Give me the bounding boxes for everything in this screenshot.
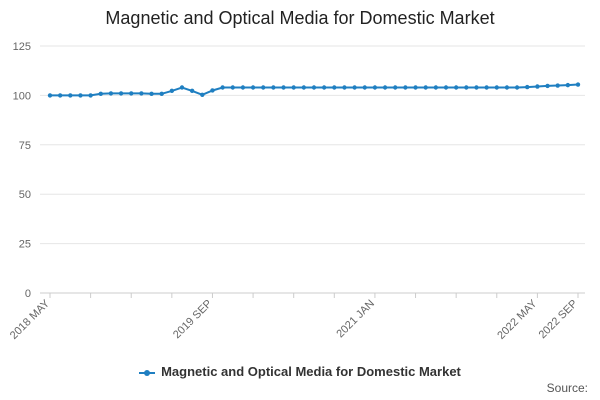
data-point[interactable] [362,85,367,90]
data-point[interactable] [484,85,489,90]
data-point[interactable] [189,88,195,94]
data-point[interactable] [403,85,408,90]
data-point[interactable] [382,85,388,90]
data-point[interactable] [535,84,540,89]
data-point[interactable] [129,91,134,96]
data-point[interactable] [169,88,175,94]
data-point[interactable] [565,82,571,88]
data-point[interactable] [230,85,235,90]
data-point[interactable] [159,91,164,97]
data-point[interactable] [98,91,103,97]
data-point[interactable] [220,85,225,90]
data-point[interactable] [210,88,215,93]
legend[interactable]: Magnetic and Optical Media for Domestic … [0,364,600,379]
data-point[interactable] [271,85,276,90]
x-tick-label: 2018 MAY [8,297,53,342]
grid-lines [40,45,585,294]
x-tick-label: 2021 JAN [334,298,377,341]
data-point[interactable] [423,85,428,90]
data-point[interactable] [118,91,124,96]
data-point[interactable] [525,84,530,90]
data-point[interactable] [332,85,337,90]
data-point[interactable] [78,93,83,98]
data-point[interactable] [464,85,469,90]
data-point[interactable] [68,93,73,98]
data-point[interactable] [443,85,449,90]
x-tick-label: 2019 SEP [171,298,215,342]
data-point[interactable] [453,85,459,90]
data-point[interactable] [555,83,560,88]
data-point[interactable] [240,85,246,90]
data-point[interactable] [413,85,418,90]
data-point[interactable] [372,85,378,90]
legend-swatch-icon [139,368,156,378]
data-point[interactable] [311,85,317,90]
x-tick-label: 2022 SEP [537,298,581,342]
data-point[interactable] [494,85,499,90]
data-point[interactable] [108,91,114,96]
y-tick-label: 50 [19,189,31,201]
data-point[interactable] [474,85,479,90]
data-point[interactable] [342,85,347,90]
data-point[interactable] [47,93,53,98]
data-point[interactable] [504,85,510,90]
data-point[interactable] [57,93,63,98]
data-point[interactable] [393,85,398,90]
y-tick-label: 25 [19,239,31,251]
data-point[interactable] [545,83,550,89]
data-point[interactable] [291,85,296,90]
data-point[interactable] [514,85,520,90]
series-layer [47,82,581,98]
data-point[interactable] [575,82,581,87]
data-point[interactable] [321,85,327,90]
x-tick-label: 2022 MAY [495,297,540,342]
data-point[interactable] [139,91,144,96]
y-tick-label: 0 [25,288,31,300]
data-point[interactable] [261,85,266,90]
source-label: Source: [546,381,588,395]
data-point[interactable] [88,93,93,98]
data-point[interactable] [352,85,357,90]
y-axis: 0 25 50 75 100 125 [13,41,31,300]
y-tick-label: 125 [13,41,31,53]
y-tick-label: 75 [19,140,31,152]
data-point[interactable] [149,91,154,97]
data-point[interactable] [250,85,256,90]
chart-title: Magnetic and Optical Media for Domestic … [105,8,495,28]
data-point[interactable] [200,92,205,98]
legend-label: Magnetic and Optical Media for Domestic … [161,364,461,379]
data-point[interactable] [179,85,185,90]
data-point[interactable] [433,85,439,90]
data-point[interactable] [301,85,307,90]
y-tick-label: 100 [13,90,31,102]
data-point[interactable] [281,85,286,90]
